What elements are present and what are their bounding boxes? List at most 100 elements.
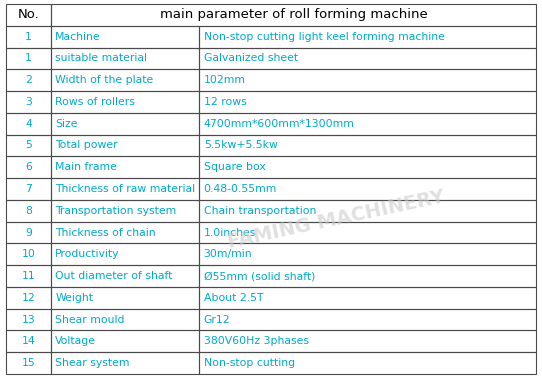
Text: 4: 4 [25, 119, 32, 129]
Text: 10: 10 [22, 249, 35, 259]
Text: main parameter of roll forming machine: main parameter of roll forming machine [160, 8, 428, 22]
Text: 15: 15 [22, 358, 35, 368]
Bar [51, 91, 199, 113]
Bar [51, 69, 199, 91]
Text: 2: 2 [25, 75, 32, 85]
Bar [199, 178, 536, 200]
Text: Total power: Total power [55, 141, 118, 150]
Text: 12 rows: 12 rows [204, 97, 247, 107]
Text: 102mm: 102mm [204, 75, 246, 85]
Bar [51, 156, 199, 178]
Bar [51, 178, 199, 200]
Text: Transportation system: Transportation system [55, 206, 177, 216]
Bar [199, 48, 536, 69]
Text: 9: 9 [25, 228, 32, 237]
Bar [199, 309, 536, 330]
Bar [51, 330, 199, 352]
Text: Ø55mm (solid shaft): Ø55mm (solid shaft) [204, 271, 315, 281]
Text: Non-stop cutting light keel forming machine: Non-stop cutting light keel forming mach… [204, 32, 444, 42]
Text: Voltage: Voltage [55, 336, 96, 346]
Bar [51, 48, 199, 69]
Text: Thickness of chain: Thickness of chain [55, 228, 156, 237]
Text: 5: 5 [25, 141, 32, 150]
Bar [51, 200, 199, 222]
Text: Rows of rollers: Rows of rollers [55, 97, 135, 107]
Text: Galvanized sheet: Galvanized sheet [204, 53, 298, 64]
Text: Gr12: Gr12 [204, 314, 230, 325]
Text: Square box: Square box [204, 162, 266, 172]
Text: 4700mm*600mm*1300mm: 4700mm*600mm*1300mm [204, 119, 354, 129]
Bar [199, 156, 536, 178]
Text: Chain transportation: Chain transportation [204, 206, 316, 216]
Text: Width of the plate: Width of the plate [55, 75, 153, 85]
Bar [199, 330, 536, 352]
Bar [199, 113, 536, 135]
Text: 8: 8 [25, 206, 32, 216]
Text: 13: 13 [22, 314, 35, 325]
Bar [6, 243, 51, 265]
Bar [199, 222, 536, 243]
Bar [199, 200, 536, 222]
Bar [51, 287, 199, 309]
Text: 12: 12 [22, 293, 35, 303]
Bar [199, 243, 536, 265]
Bar [6, 178, 51, 200]
Bar [6, 26, 51, 48]
Bar [6, 222, 51, 243]
Text: No.: No. [18, 8, 40, 22]
Bar [51, 352, 199, 374]
Text: 1: 1 [25, 32, 32, 42]
Text: suitable material: suitable material [55, 53, 147, 64]
Bar [51, 222, 199, 243]
Text: Weight: Weight [55, 293, 93, 303]
Bar [6, 330, 51, 352]
Bar [51, 4, 536, 26]
Text: Productivity: Productivity [55, 249, 120, 259]
Bar [6, 287, 51, 309]
Bar [51, 135, 199, 156]
Bar [51, 113, 199, 135]
Bar [51, 26, 199, 48]
Bar [199, 135, 536, 156]
Text: 3: 3 [25, 97, 32, 107]
Text: Machine: Machine [55, 32, 101, 42]
Bar [6, 352, 51, 374]
Text: Shear mould: Shear mould [55, 314, 125, 325]
Text: FAMING MACHINERY: FAMING MACHINERY [225, 187, 447, 251]
Text: 30m/min: 30m/min [204, 249, 253, 259]
Bar [6, 135, 51, 156]
Bar [199, 69, 536, 91]
Text: 7: 7 [25, 184, 32, 194]
Text: 6: 6 [25, 162, 32, 172]
Bar [51, 243, 199, 265]
Bar [6, 91, 51, 113]
Bar [51, 265, 199, 287]
Bar [6, 156, 51, 178]
Bar [6, 69, 51, 91]
Text: 0.48-0.55mm: 0.48-0.55mm [204, 184, 277, 194]
Text: Thickness of raw material: Thickness of raw material [55, 184, 196, 194]
Text: 1.0inches: 1.0inches [204, 228, 256, 237]
Bar [199, 26, 536, 48]
Text: Shear system: Shear system [55, 358, 130, 368]
Text: 11: 11 [22, 271, 35, 281]
Text: 380V60Hz 3phases: 380V60Hz 3phases [204, 336, 309, 346]
Bar [51, 309, 199, 330]
Text: Out diameter of shaft: Out diameter of shaft [55, 271, 173, 281]
Text: About 2.5T: About 2.5T [204, 293, 263, 303]
Bar [6, 309, 51, 330]
Bar [6, 113, 51, 135]
Text: 1: 1 [25, 53, 32, 64]
Bar [199, 265, 536, 287]
Bar [6, 200, 51, 222]
Bar [6, 4, 51, 26]
Text: 14: 14 [22, 336, 35, 346]
Text: Size: Size [55, 119, 78, 129]
Text: Non-stop cutting: Non-stop cutting [204, 358, 295, 368]
Bar [6, 48, 51, 69]
Text: Main frame: Main frame [55, 162, 117, 172]
Bar [6, 265, 51, 287]
Text: 5.5kw+5.5kw: 5.5kw+5.5kw [204, 141, 278, 150]
Bar [199, 352, 536, 374]
Bar [199, 287, 536, 309]
